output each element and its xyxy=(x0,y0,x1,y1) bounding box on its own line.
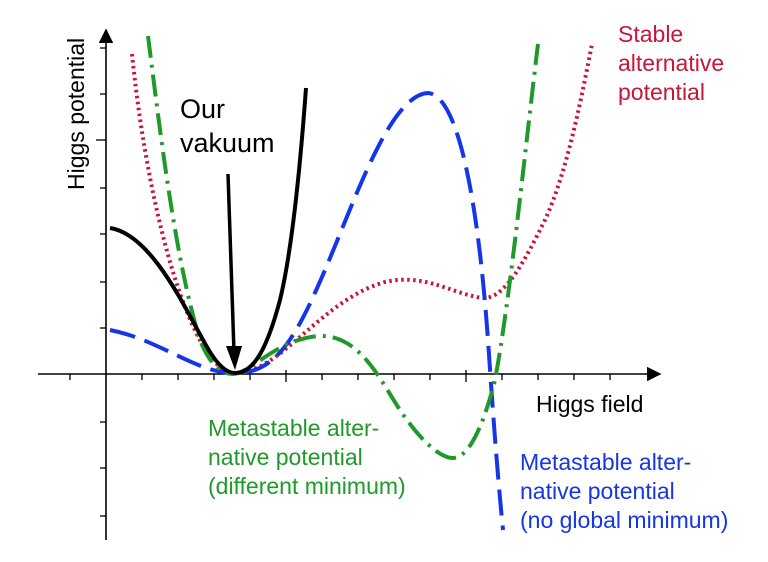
curve-metastable-different-minimum xyxy=(146,35,540,461)
vacuum-pointer-arrowhead xyxy=(226,346,242,370)
y-axis-label: Higgs potential xyxy=(63,37,89,190)
metastable-no-minimum-label: Metastable alter- native potential (no g… xyxy=(520,449,729,533)
x-axis-ticks xyxy=(69,370,611,382)
y-axis-ticks xyxy=(96,47,106,517)
our-vacuum-label: Our vakuum xyxy=(180,94,275,158)
curve-stable-alternative xyxy=(130,43,594,376)
metastable-different-minimum-label: Metastable alter- native potential (diff… xyxy=(208,415,406,499)
stable-potential-label: Stable alternative potential xyxy=(618,21,725,105)
x-axis-label: Higgs field xyxy=(536,391,644,417)
vacuum-pointer-arrow xyxy=(226,173,236,353)
curve-our-vacuum xyxy=(109,87,308,376)
